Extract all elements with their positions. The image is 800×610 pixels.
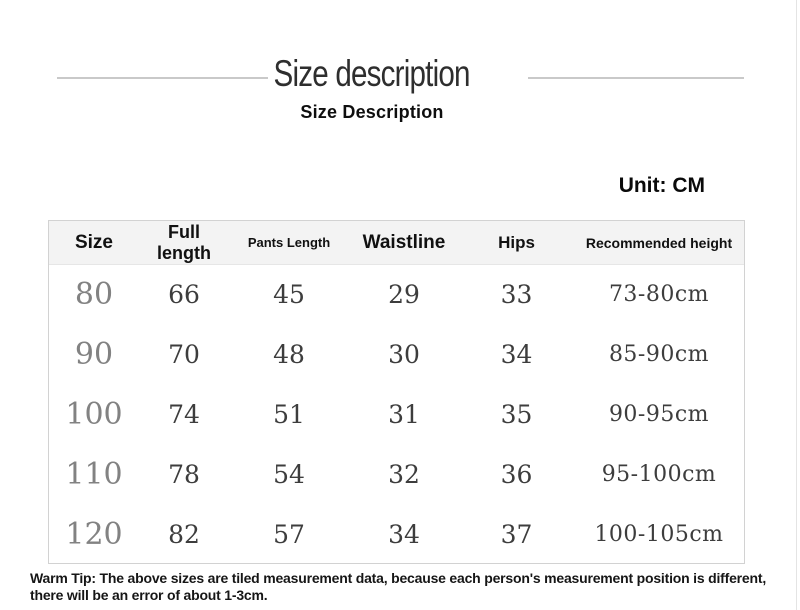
table-cell-pants-length: 57 (273, 519, 305, 549)
table-header-row: Size Full length Pants Length Waistline … (49, 221, 744, 265)
table-cell-hips: 35 (500, 399, 533, 429)
table-row: 120 82 57 34 37 100-105cm (49, 504, 744, 564)
table-cell-full-length: 74 (168, 399, 200, 429)
table-cell-recommended-height: 85-90cm (608, 342, 710, 368)
table-header-cell-size: Size (74, 231, 114, 253)
table-cell-recommended-height: 100-105cm (594, 521, 724, 547)
table-header-cell-waistline: Waistline (362, 231, 446, 253)
table-row: 90 70 48 30 34 85-90cm (49, 325, 744, 385)
table-row: 110 78 54 32 36 95-100cm (49, 444, 744, 504)
table-cell-full-length: 82 (168, 519, 200, 549)
table-row: 100 74 51 31 35 90-95cm (49, 385, 744, 445)
table-row: 80 66 45 29 33 73-80cm (49, 265, 744, 325)
table-cell-hips: 37 (500, 519, 533, 549)
table-header-cell-recommended-height: Recommended height (585, 234, 733, 251)
table-cell-waistline: 29 (388, 280, 420, 310)
table-header-cell-pants-length: Pants Length (247, 235, 331, 250)
unit-label: Unit: CM (618, 174, 705, 197)
page-edge-divider (796, 0, 797, 610)
table-cell-pants-length: 48 (273, 340, 305, 370)
warm-tip: Warm Tip: The above sizes are tiled meas… (30, 570, 785, 604)
page-title: Size description (0, 53, 744, 95)
table-cell-hips: 36 (500, 459, 533, 489)
table-cell-size: 90 (74, 337, 114, 373)
table-body: 80 66 45 29 33 73-80cm 90 70 48 30 34 85… (49, 265, 744, 564)
table-cell-waistline: 34 (388, 519, 420, 549)
table-cell-hips: 34 (500, 340, 533, 370)
size-table: Size Full length Pants Length Waistline … (48, 220, 745, 564)
title-rule-left (57, 77, 268, 79)
page-subtitle: Size Description (300, 102, 444, 122)
title-rule-right (528, 77, 744, 79)
table-cell-pants-length: 54 (273, 459, 305, 489)
table-cell-full-length: 70 (168, 340, 200, 370)
table-cell-full-length: 66 (168, 280, 200, 310)
table-cell-waistline: 30 (388, 340, 420, 370)
table-cell-full-length: 78 (168, 459, 200, 489)
warm-tip-line1: Warm Tip: The above sizes are tiled meas… (30, 570, 767, 586)
page-title-text: Size description (273, 53, 471, 94)
warm-tip-line2: there will be an error of about 1-3cm. (30, 587, 268, 603)
table-cell-recommended-height: 73-80cm (608, 282, 710, 308)
table-cell-recommended-height: 95-100cm (601, 461, 717, 487)
table-cell-size: 80 (74, 277, 114, 313)
table-cell-waistline: 32 (388, 459, 420, 489)
table-cell-pants-length: 45 (273, 280, 305, 310)
table-cell-recommended-height: 90-95cm (608, 401, 710, 427)
table-header-cell-hips: Hips (498, 232, 535, 252)
table-cell-waistline: 31 (388, 399, 420, 429)
table-header-cell-full-length: Full length (157, 221, 211, 263)
table-cell-size: 100 (65, 396, 123, 432)
table-cell-size: 110 (65, 456, 123, 492)
table-cell-pants-length: 51 (273, 399, 305, 429)
table-cell-size: 120 (65, 516, 123, 552)
table-cell-hips: 33 (500, 280, 533, 310)
